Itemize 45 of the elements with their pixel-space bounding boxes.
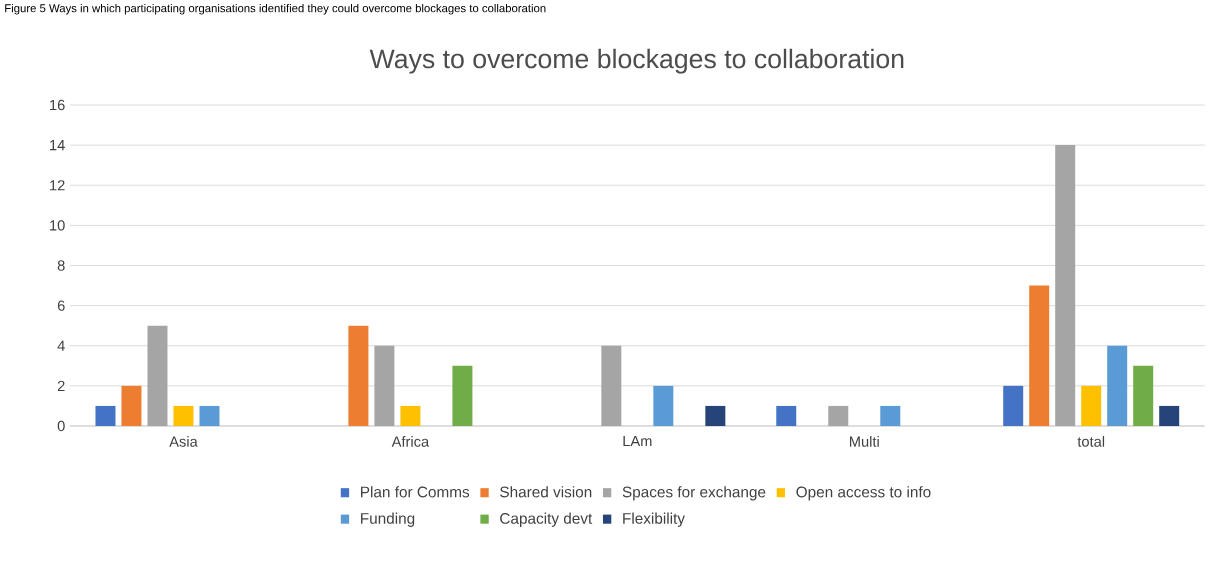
bar bbox=[1081, 385, 1102, 426]
legend-label: Funding bbox=[361, 512, 415, 527]
y-tick-label: 8 bbox=[57, 260, 65, 271]
bar bbox=[400, 405, 421, 426]
bar bbox=[1055, 145, 1076, 426]
bar bbox=[452, 365, 473, 426]
bar bbox=[121, 385, 142, 426]
bar bbox=[374, 345, 395, 426]
bar bbox=[348, 325, 369, 426]
bar bbox=[199, 405, 220, 426]
chart-title: Ways to overcome blockages to collaboration bbox=[369, 48, 904, 74]
bar bbox=[1159, 405, 1180, 426]
y-tick-label: 2 bbox=[57, 380, 65, 391]
x-tick-label: Multi bbox=[850, 436, 879, 447]
y-tick-label: 16 bbox=[50, 99, 65, 111]
legend-label: Spaces for exchange bbox=[622, 486, 766, 501]
legend-label: Plan for Comms bbox=[361, 486, 470, 498]
legend-label: Capacity devt bbox=[500, 512, 593, 527]
legend-label: Shared vision bbox=[500, 486, 592, 498]
y-tick-label: 12 bbox=[50, 180, 65, 191]
bar bbox=[705, 405, 726, 426]
y-tick-label: 14 bbox=[50, 140, 65, 151]
x-tick-label: Asia bbox=[169, 436, 198, 447]
y-tick-label: 4 bbox=[57, 340, 65, 351]
bar bbox=[776, 405, 797, 426]
bar bbox=[828, 405, 849, 426]
bar bbox=[1003, 385, 1024, 426]
x-tick-label: total bbox=[1077, 436, 1105, 447]
bar bbox=[147, 325, 168, 426]
bar bbox=[173, 405, 194, 426]
bar bbox=[880, 405, 901, 426]
y-tick-label: 10 bbox=[50, 220, 65, 231]
bar bbox=[1133, 365, 1154, 426]
legend-label: Flexibility bbox=[623, 512, 685, 527]
bar bbox=[653, 385, 674, 426]
legend-label: Open access to info bbox=[796, 486, 931, 501]
x-tick-label: Africa bbox=[391, 436, 430, 447]
caption: Figure 5 Ways in which participating organisations identified they could overcome blockages to collaboration bbox=[5, 3, 546, 15]
y-tick-label: 0 bbox=[57, 420, 65, 432]
x-tick-label: LAm bbox=[623, 436, 652, 447]
bar bbox=[601, 345, 622, 426]
bar bbox=[1107, 345, 1128, 426]
bar bbox=[95, 405, 116, 426]
y-tick-label: 6 bbox=[57, 300, 65, 311]
bar bbox=[1029, 285, 1050, 426]
